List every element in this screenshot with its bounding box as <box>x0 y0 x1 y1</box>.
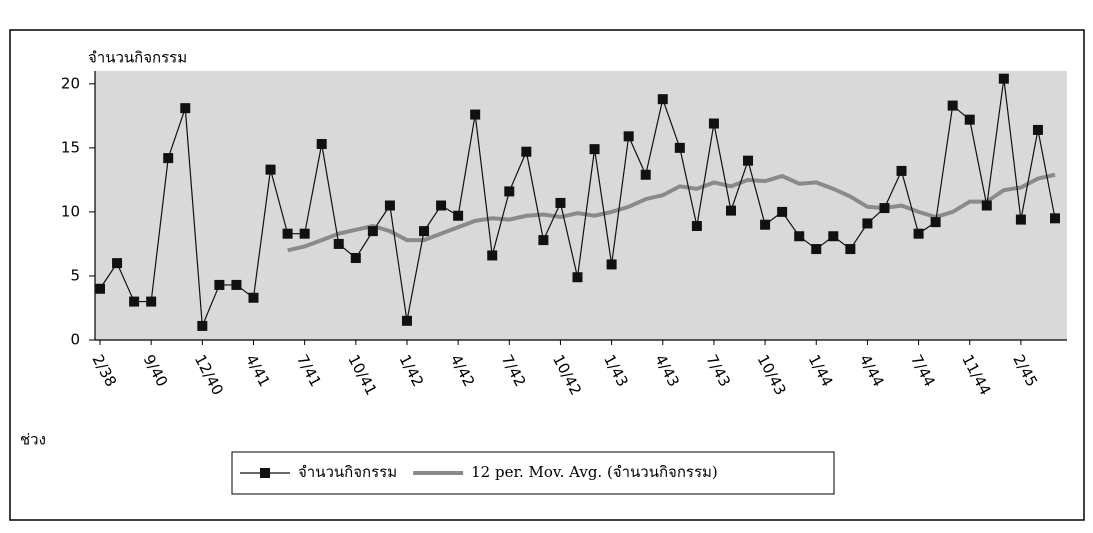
data-point <box>504 186 515 197</box>
data-point <box>129 296 140 307</box>
plot-area <box>95 71 1067 340</box>
y-tick-label: 5 <box>70 266 80 284</box>
data-point <box>794 231 805 242</box>
legend-label: 12 per. Mov. Avg. (จำนวนกิจกรรม) <box>471 463 718 481</box>
legend-marker <box>260 468 270 478</box>
data-point <box>231 279 242 290</box>
data-point <box>1015 214 1026 225</box>
data-point <box>589 144 600 155</box>
data-point <box>470 109 481 120</box>
data-point <box>981 200 992 211</box>
data-point <box>828 231 839 242</box>
data-point <box>282 228 293 239</box>
data-point <box>487 250 498 261</box>
data-point <box>674 142 685 153</box>
data-point <box>538 235 549 246</box>
data-point <box>112 258 123 269</box>
data-point <box>1050 213 1060 224</box>
data-point <box>964 114 975 125</box>
data-point <box>896 165 907 176</box>
data-point <box>1032 124 1043 135</box>
data-point <box>419 226 430 237</box>
data-point <box>640 169 651 180</box>
data-point <box>146 296 157 307</box>
y-tick-label: 20 <box>61 74 80 92</box>
data-point <box>214 279 225 290</box>
data-point <box>657 94 668 105</box>
data-point <box>555 197 566 208</box>
data-point <box>453 210 464 221</box>
data-point <box>197 320 208 331</box>
data-point <box>606 259 617 270</box>
data-point <box>913 228 924 239</box>
data-point <box>760 219 771 230</box>
legend-label: จำนวนกิจกรรม <box>298 463 397 481</box>
data-point <box>930 217 941 228</box>
legend-box <box>231 451 835 495</box>
data-point <box>333 238 344 249</box>
data-point <box>265 164 276 175</box>
data-point <box>401 315 412 326</box>
data-point <box>777 206 788 217</box>
data-point <box>743 155 754 166</box>
data-point <box>947 100 958 111</box>
data-point <box>879 203 890 214</box>
y-tick-label: 10 <box>61 202 80 220</box>
data-point <box>384 200 395 211</box>
data-point <box>845 244 856 255</box>
y-axis-label: จำนวนกิจกรรม <box>88 49 187 67</box>
data-point <box>299 228 310 239</box>
data-point <box>367 226 378 237</box>
series-line <box>287 172 1056 253</box>
data-point <box>811 244 822 255</box>
data-point <box>521 146 532 157</box>
data-point <box>436 200 447 211</box>
data-point <box>572 272 583 283</box>
data-point <box>708 118 719 129</box>
data-point <box>862 218 873 229</box>
y-tick-label: 15 <box>61 138 80 156</box>
data-point <box>998 73 1009 84</box>
data-point <box>725 205 736 216</box>
data-point <box>691 220 702 231</box>
data-point <box>248 292 259 303</box>
y-tick-label: 0 <box>70 331 80 349</box>
data-point <box>623 131 634 142</box>
data-point <box>350 253 361 264</box>
x-axis-label: ช่วง <box>20 431 46 449</box>
data-point <box>95 283 105 294</box>
data-point <box>163 153 174 164</box>
data-point <box>316 139 327 150</box>
data-point <box>180 103 191 114</box>
